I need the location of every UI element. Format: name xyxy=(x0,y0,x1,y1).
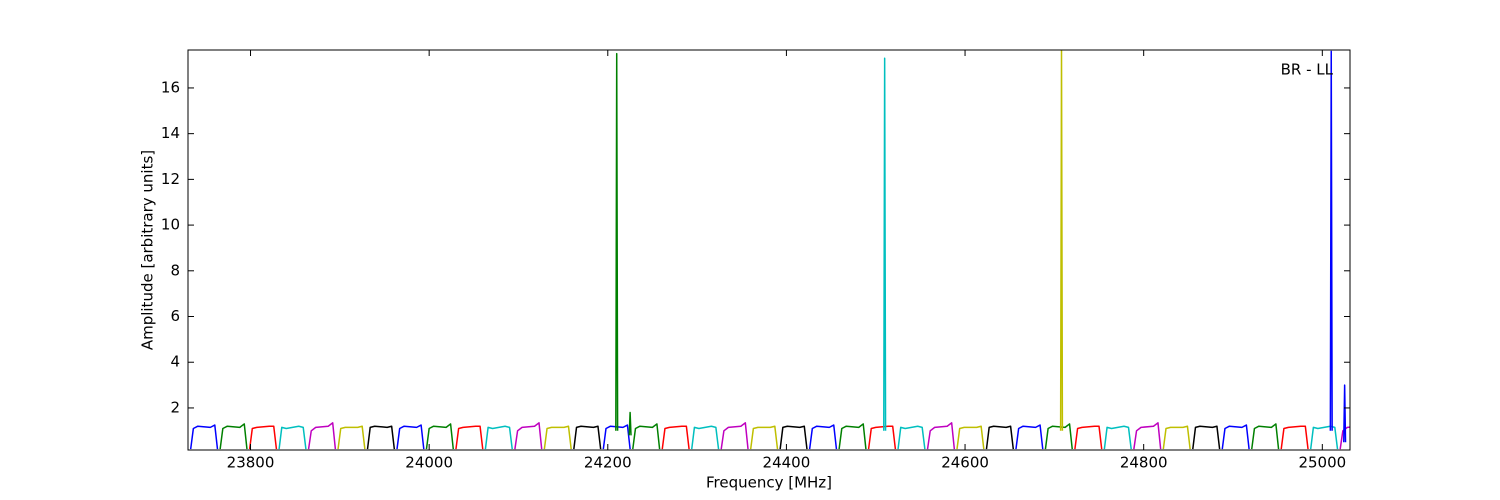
series-line xyxy=(883,57,887,431)
plot-lines xyxy=(189,50,1350,450)
x-tick-label: 24000 xyxy=(405,454,453,472)
series-line xyxy=(366,425,1221,450)
y-tick-label: 14 xyxy=(161,124,180,142)
y-axis-label: Amplitude [arbitrary units] xyxy=(139,150,157,350)
x-tick-label: 25000 xyxy=(1298,454,1346,472)
x-tick-label: 24200 xyxy=(584,454,632,472)
x-tick-label: 24400 xyxy=(763,454,811,472)
y-tick-label: 4 xyxy=(170,353,180,371)
x-axis-label: Frequency [MHz] xyxy=(706,474,832,492)
series-line xyxy=(248,425,1309,450)
y-tick-label: 12 xyxy=(161,170,180,188)
plot-frame xyxy=(187,49,1351,451)
series-line xyxy=(1059,50,1064,431)
x-tick-label: 23800 xyxy=(227,454,275,472)
annotation: BR - LL xyxy=(1281,61,1334,79)
series-line xyxy=(615,52,619,431)
series-line xyxy=(307,422,1350,450)
y-tick-label: 8 xyxy=(170,261,180,279)
series-line xyxy=(189,424,1250,450)
series-line xyxy=(278,425,1339,450)
x-tick-label: 24800 xyxy=(1120,454,1168,472)
series-line xyxy=(1329,50,1333,431)
x-tick-label: 24600 xyxy=(941,454,989,472)
series-line xyxy=(219,423,1280,450)
y-tick-label: 16 xyxy=(161,78,180,96)
series-line xyxy=(628,411,632,436)
series-line xyxy=(1343,384,1347,443)
y-tick-label: 2 xyxy=(170,398,180,416)
series-line xyxy=(337,425,1191,450)
y-tick-label: 6 xyxy=(170,307,180,325)
y-tick-label: 10 xyxy=(161,216,180,234)
